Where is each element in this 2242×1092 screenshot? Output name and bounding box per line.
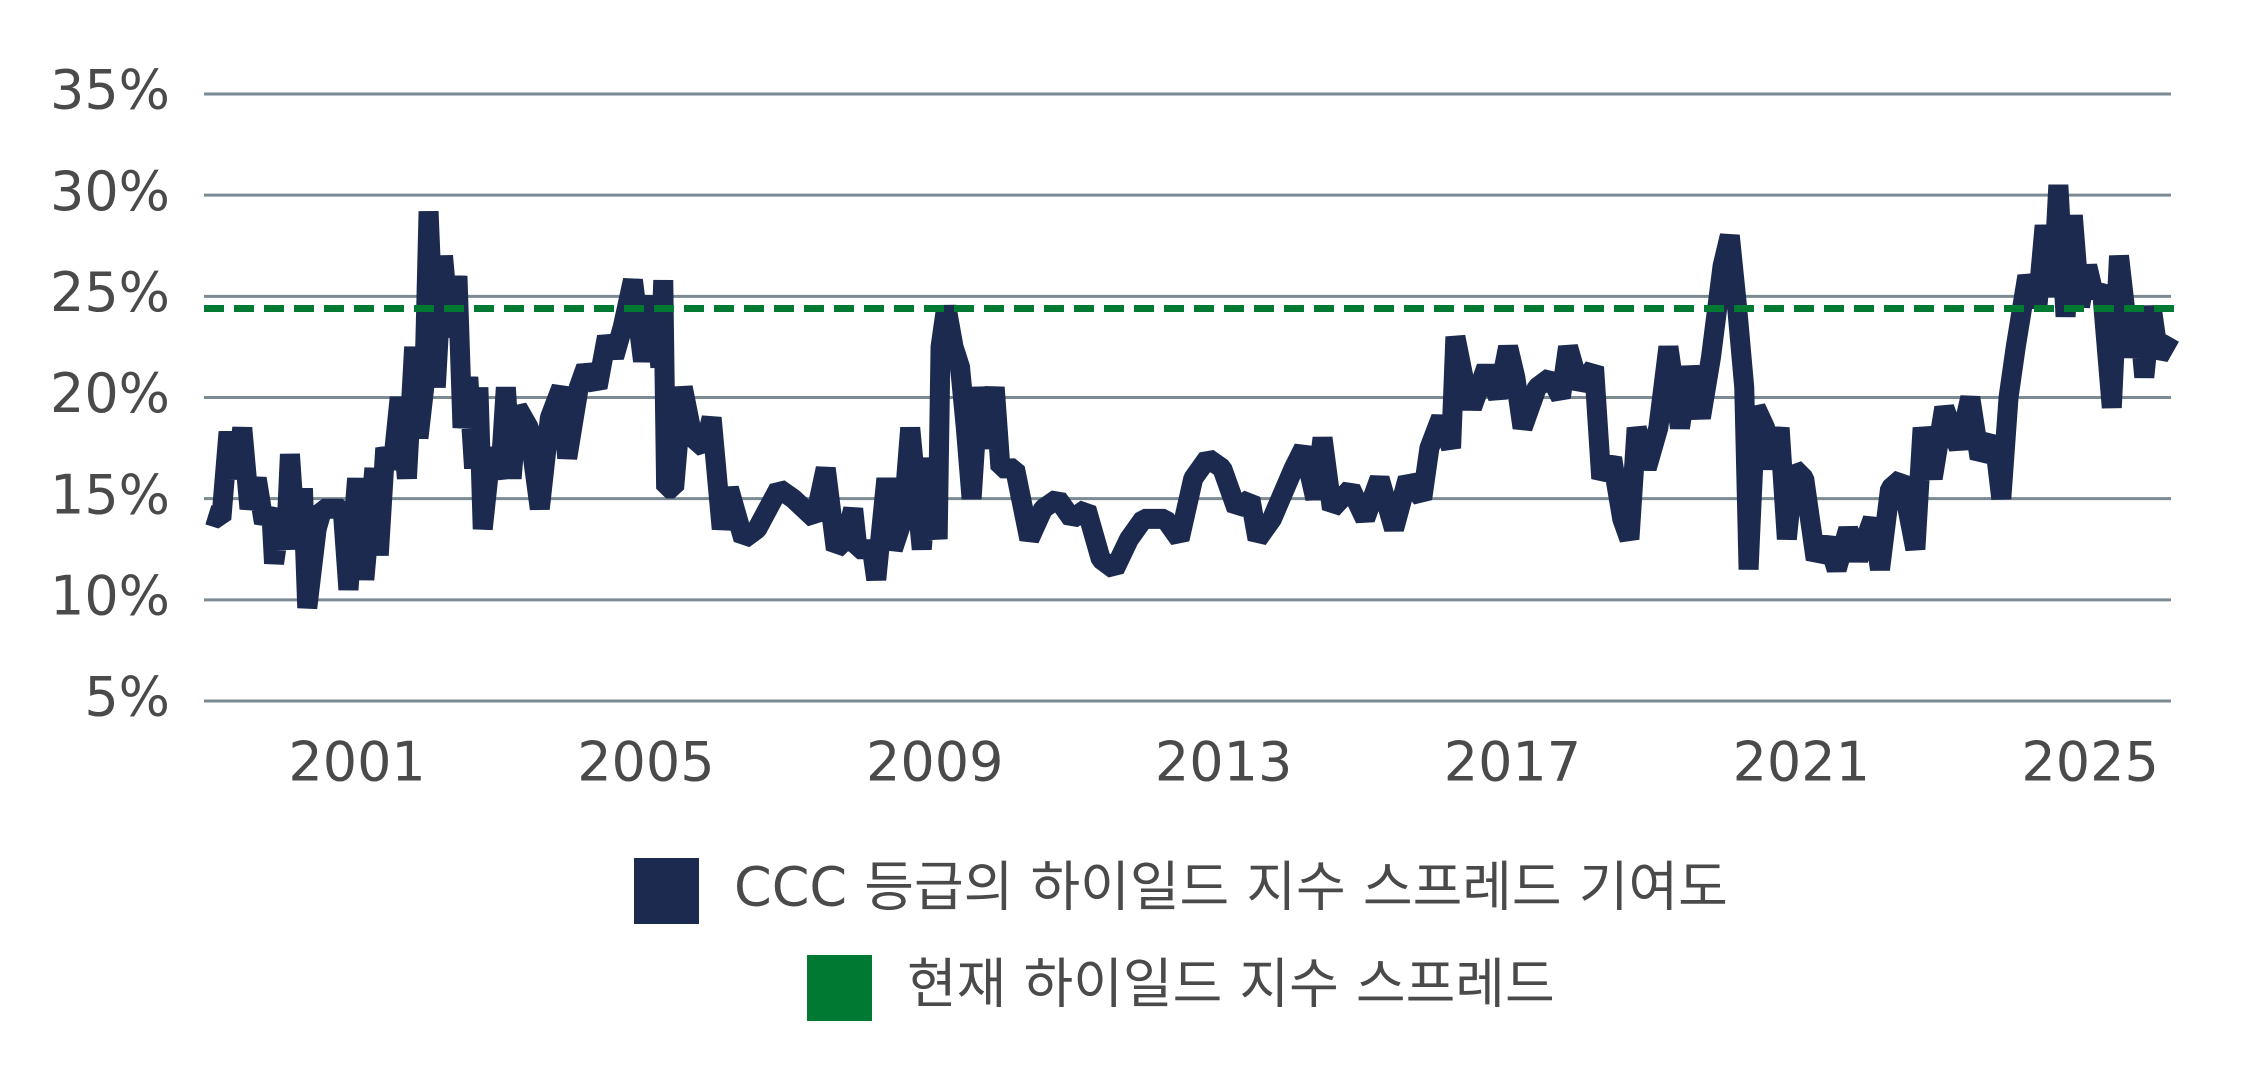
x-tick-label: 2013 <box>1155 731 1292 794</box>
legend-swatch <box>807 955 872 1021</box>
y-tick-label: 20% <box>50 362 170 425</box>
x-tick-label: 2005 <box>577 731 714 794</box>
x-tick-label: 2001 <box>288 731 425 794</box>
legend-swatch <box>634 858 699 924</box>
y-tick-label: 15% <box>50 463 170 526</box>
x-tick-label: 2017 <box>1444 731 1581 794</box>
x-tick-label: 2025 <box>2021 731 2158 794</box>
x-tick-label: 2009 <box>866 731 1003 794</box>
legend-label: 현재 하이일드 지수 스프레드 <box>907 953 1555 1016</box>
y-tick-label: 25% <box>50 261 170 324</box>
data-line <box>205 184 2179 610</box>
y-tick-label: 30% <box>50 160 170 223</box>
legend-label: CCC 등급의 하이일드 지수 스프레드 기여도 <box>734 856 1728 919</box>
y-tick-label: 35% <box>50 59 170 122</box>
x-tick-label: 2021 <box>1733 731 1870 794</box>
y-tick-label: 5% <box>84 666 170 729</box>
y-tick-label: 10% <box>50 564 170 627</box>
